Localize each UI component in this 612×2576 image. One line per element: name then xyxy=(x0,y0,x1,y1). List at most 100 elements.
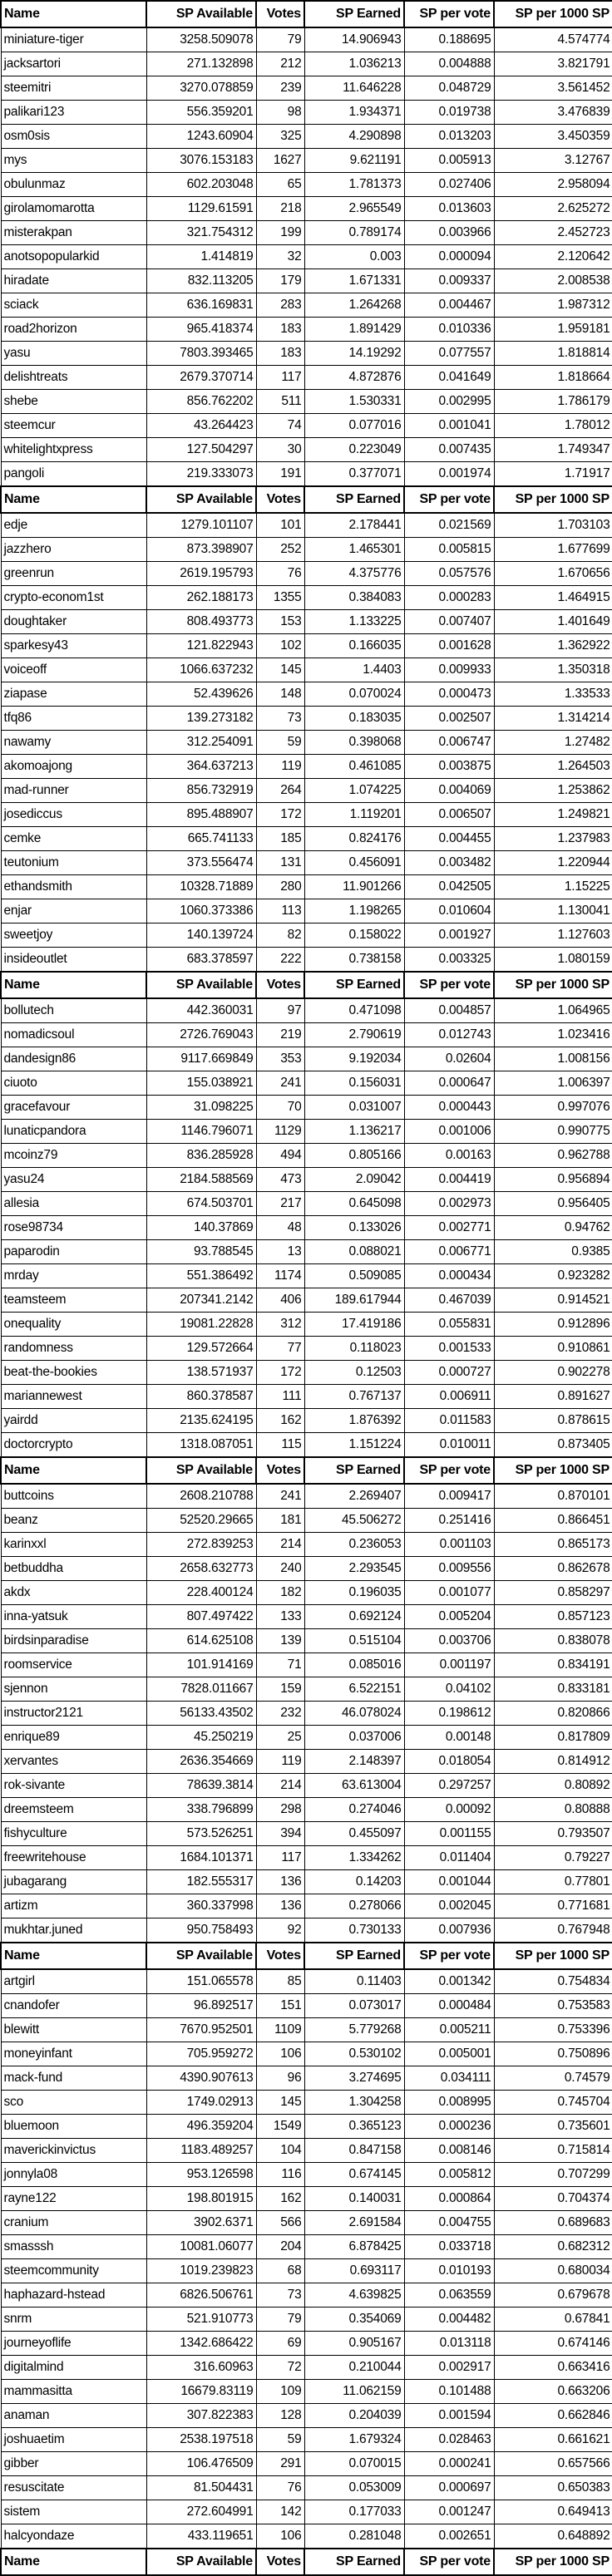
cell-sp-per-1000: 0.79227 xyxy=(493,1845,612,1870)
table-row: teutonium 373.556474 131 0.456091 0.003482 1.… xyxy=(0,850,612,875)
cell-sp-available: 2135.624195 xyxy=(146,1408,257,1433)
cell-sp-earned: 2.691584 xyxy=(304,2210,405,2235)
cell-sp-earned: 0.278066 xyxy=(304,1894,405,1918)
cell-sp-per-1000: 1.818814 xyxy=(493,341,612,366)
cell-votes: 494 xyxy=(255,1143,305,1168)
cell-votes: 59 xyxy=(255,2427,305,2452)
cell-sp-per-vote: 0.101488 xyxy=(403,2379,495,2404)
cell-sp-available: 2184.588569 xyxy=(146,1167,257,1192)
cell-sp-per-1000: 1.703103 xyxy=(493,512,612,538)
table-row: cranium 3902.6371 566 2.691584 0.004755 0.689… xyxy=(0,2210,612,2235)
cell-sp-per-vote: 0.002973 xyxy=(403,1191,495,1216)
cell-sp-per-vote: 0.004857 xyxy=(403,997,495,1023)
cell-sp-per-vote: 0.000484 xyxy=(403,1993,495,2018)
cell-sp-available: 1684.101371 xyxy=(146,1845,257,1870)
cell-sp-available: 316.60963 xyxy=(146,2355,257,2380)
cell-sp-per-vote: 0.002651 xyxy=(403,2524,495,2549)
cell-sp-earned: 6.522151 xyxy=(304,1677,405,1702)
table-row: randomness 129.572664 77 0.118023 0.001533 0.… xyxy=(0,1336,612,1361)
cell-sp-available: 1060.373386 xyxy=(146,899,257,924)
table-row: bollutech 442.360031 97 0.471098 0.004857 1.0… xyxy=(0,997,612,1023)
cell-sp-earned: 0.530102 xyxy=(304,2042,405,2066)
cell-sp-earned: 0.738158 xyxy=(304,947,405,973)
cell-sp-per-vote: 0.001342 xyxy=(403,1968,495,1994)
cell-name: betbuddha xyxy=(0,1556,147,1581)
cell-sp-per-vote: 0.034111 xyxy=(403,2066,495,2091)
cell-sp-per-1000: 0.990775 xyxy=(493,1119,612,1144)
table-row: mariannewest 860.378587 111 0.767137 0.00691… xyxy=(0,1384,612,1409)
cell-sp-per-1000: 0.866451 xyxy=(493,1508,612,1533)
table-row: rose98734 140.37869 48 0.133026 0.002771 0.94… xyxy=(0,1215,612,1240)
cell-sp-per-vote: 0.001533 xyxy=(403,1336,495,1361)
cell-sp-available: 1749.02913 xyxy=(146,2090,257,2115)
cell-sp-per-vote: 0.004069 xyxy=(403,778,495,803)
cell-sp-per-1000: 0.865173 xyxy=(493,1532,612,1557)
cell-sp-earned: 0.692124 xyxy=(304,1604,405,1629)
cell-sp-per-vote: 0.063559 xyxy=(403,2283,495,2308)
table-row: palikari123 556.359201 98 1.934371 0.019738 3… xyxy=(0,100,612,125)
cell-sp-earned: 0.365123 xyxy=(304,2114,405,2139)
table-row: anaman 307.822383 128 0.204039 0.001594 0.662… xyxy=(0,2403,612,2428)
cell-sp-available: 1019.239823 xyxy=(146,2258,257,2283)
column-header-sp-per-1000: SP per 1000 SP xyxy=(493,2548,612,2576)
cell-sp-per-vote: 0.008995 xyxy=(403,2090,495,2115)
cell-sp-per-1000: 3.450359 xyxy=(493,124,612,149)
cell-votes: 199 xyxy=(255,220,305,245)
cell-votes: 92 xyxy=(255,1918,305,1943)
cell-name: yasu xyxy=(0,341,147,366)
cell-name: insideoutlet xyxy=(0,947,147,973)
cell-votes: 106 xyxy=(255,2042,305,2066)
cell-sp-per-1000: 1.670656 xyxy=(493,561,612,586)
table-row: greenrun 2619.195793 76 4.375776 0.057576 1.6… xyxy=(0,561,612,586)
table-row: inna-yatsuk 807.497422 133 0.692124 0.005204… xyxy=(0,1604,612,1629)
cell-sp-available: 139.273182 xyxy=(146,706,257,731)
cell-sp-earned: 0.156031 xyxy=(304,1071,405,1096)
cell-sp-earned: 0.003 xyxy=(304,244,405,269)
table-row: joshuaetim 2538.197518 59 1.679324 0.028463 0… xyxy=(0,2427,612,2452)
cell-votes: 291 xyxy=(255,2451,305,2476)
column-header-sp-per-vote: SP per vote xyxy=(403,1942,495,1970)
cell-votes: 312 xyxy=(255,1312,305,1337)
cell-sp-available: 836.285928 xyxy=(146,1143,257,1168)
cell-sp-earned: 6.878425 xyxy=(304,2234,405,2259)
cell-name: delishtreats xyxy=(0,365,147,390)
cell-sp-available: 155.038921 xyxy=(146,1071,257,1096)
cell-votes: 179 xyxy=(255,268,305,293)
cell-sp-available: 182.555317 xyxy=(146,1869,257,1894)
cell-votes: 32 xyxy=(255,244,305,269)
cell-votes: 96 xyxy=(255,2066,305,2091)
cell-sp-earned: 1.074225 xyxy=(304,778,405,803)
cell-sp-earned: 1.679324 xyxy=(304,2427,405,2452)
cell-sp-per-vote: 0.004419 xyxy=(403,1167,495,1192)
cell-sp-earned: 0.461085 xyxy=(304,754,405,779)
cell-sp-earned: 1.304258 xyxy=(304,2090,405,2115)
cell-name: cranium xyxy=(0,2210,147,2235)
cell-sp-earned: 0.031007 xyxy=(304,1095,405,1120)
cell-sp-available: 832.113205 xyxy=(146,268,257,293)
cell-name: jubagarang xyxy=(0,1869,147,1894)
table-row: teamsteem 207341.2142 406 189.617944 0.46703… xyxy=(0,1288,612,1313)
cell-sp-per-1000: 0.873405 xyxy=(493,1432,612,1458)
cell-name: jonnyla08 xyxy=(0,2162,147,2187)
cell-sp-per-1000: 0.715814 xyxy=(493,2138,612,2163)
cell-sp-per-1000: 0.923282 xyxy=(493,1263,612,1288)
cell-sp-per-vote: 0.011583 xyxy=(403,1408,495,1433)
cell-name: nomadicsoul xyxy=(0,1022,147,1047)
cell-sp-earned: 0.645098 xyxy=(304,1191,405,1216)
cell-sp-per-1000: 3.476839 xyxy=(493,100,612,125)
cell-sp-earned: 1.151224 xyxy=(304,1432,405,1458)
cell-sp-per-1000: 0.750896 xyxy=(493,2042,612,2066)
cell-name: karinxxl xyxy=(0,1532,147,1557)
cell-name: digitalmind xyxy=(0,2355,147,2380)
cell-sp-per-1000: 2.452723 xyxy=(493,220,612,245)
cell-sp-earned: 0.384083 xyxy=(304,585,405,610)
cell-sp-available: 7803.393465 xyxy=(146,341,257,366)
cell-sp-per-1000: 1.130041 xyxy=(493,899,612,924)
cell-sp-per-vote: 0.004455 xyxy=(403,826,495,851)
cell-votes: 145 xyxy=(255,2090,305,2115)
cell-sp-earned: 1.465301 xyxy=(304,537,405,562)
table-row: birdsinparadise 614.625108 139 0.515104 0.00… xyxy=(0,1628,612,1653)
cell-sp-per-1000: 1.464915 xyxy=(493,585,612,610)
cell-votes: 106 xyxy=(255,2524,305,2549)
cell-sp-earned: 0.204039 xyxy=(304,2403,405,2428)
